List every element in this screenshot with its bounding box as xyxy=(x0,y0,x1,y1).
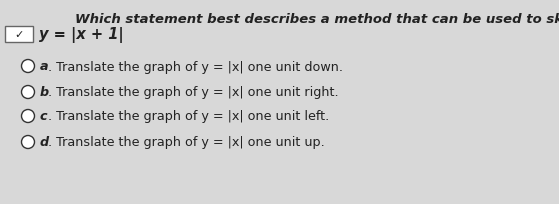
Circle shape xyxy=(21,60,35,73)
Circle shape xyxy=(21,86,35,99)
Circle shape xyxy=(21,110,35,123)
Text: ✓: ✓ xyxy=(15,30,23,40)
Circle shape xyxy=(21,136,35,149)
Text: a: a xyxy=(40,60,48,73)
Text: . Translate the graph of y = |x| one unit up.: . Translate the graph of y = |x| one uni… xyxy=(48,136,324,149)
Text: . Translate the graph of y = |x| one unit down.: . Translate the graph of y = |x| one uni… xyxy=(48,60,343,73)
Text: Which statement best describes a method that can be used to sketch the graph.: Which statement best describes a method … xyxy=(75,13,559,26)
FancyBboxPatch shape xyxy=(5,27,33,43)
Text: y = |x + 1|: y = |x + 1| xyxy=(39,27,124,43)
Text: c: c xyxy=(40,110,47,123)
Text: . Translate the graph of y = |x| one unit right.: . Translate the graph of y = |x| one uni… xyxy=(48,86,338,99)
Text: . Translate the graph of y = |x| one unit left.: . Translate the graph of y = |x| one uni… xyxy=(48,110,329,123)
Text: b: b xyxy=(40,86,49,99)
Text: d: d xyxy=(40,136,49,149)
